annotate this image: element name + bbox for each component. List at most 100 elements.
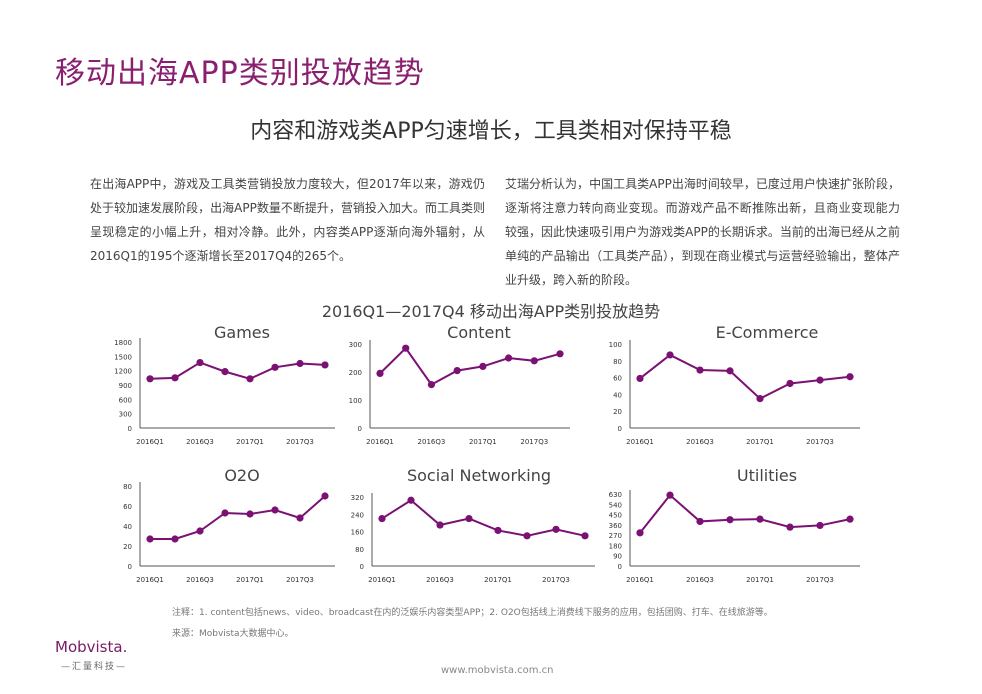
y-tick-label: 0	[128, 563, 132, 571]
data-point	[436, 521, 444, 529]
data-point	[271, 506, 279, 514]
data-point	[846, 515, 854, 523]
data-point	[556, 350, 564, 358]
data-point	[376, 369, 384, 377]
data-point	[196, 527, 204, 535]
series-line	[149, 361, 326, 380]
chart-title: Social Networking	[407, 466, 551, 485]
y-tick-label: 1200	[114, 368, 132, 376]
series-line	[639, 493, 851, 534]
y-tick-label: 160	[351, 529, 364, 537]
y-tick-label: 300	[119, 411, 132, 419]
y-tick-label: 100	[609, 341, 622, 349]
data-point	[146, 535, 154, 543]
y-tick-label: 1500	[114, 353, 132, 361]
y-tick-label: 270	[609, 532, 622, 540]
intro-paragraph-right: 艾瑞分析认为，中国工具类APP出海时间较早，已度过用户快速扩张阶段，逐渐将注意力…	[505, 177, 900, 287]
data-point	[196, 358, 204, 367]
x-tick-label: 2016Q1	[626, 576, 654, 584]
data-point	[756, 515, 764, 523]
x-tick-label: 2017Q1	[484, 576, 512, 584]
data-point	[636, 374, 644, 383]
data-point	[552, 525, 560, 533]
data-point	[146, 375, 154, 383]
website-url: www.mobvista.com.cn	[441, 665, 554, 676]
data-point	[696, 366, 704, 374]
x-tick-label: 2017Q3	[520, 438, 548, 446]
y-tick-label: 0	[360, 563, 364, 571]
y-tick-label: 450	[609, 512, 622, 520]
data-point	[726, 367, 734, 375]
chart-title: Utilities	[737, 466, 797, 485]
series-line	[379, 346, 561, 386]
data-point	[523, 532, 531, 540]
x-tick-label: 2017Q3	[806, 438, 834, 446]
data-point	[846, 373, 854, 381]
y-tick-label: 320	[351, 494, 364, 502]
mobvista-logo: Mobvista.	[55, 638, 128, 656]
x-tick-label: 2016Q1	[368, 576, 396, 584]
chart-title: O2O	[224, 466, 259, 485]
y-tick-label: 600	[119, 396, 132, 404]
x-tick-label: 2016Q1	[366, 438, 394, 446]
footnote: 注释：1. content包括news、video、broadcast在内的泛娱…	[172, 608, 773, 618]
y-tick-label: 60	[613, 375, 622, 383]
y-tick-label: 80	[613, 358, 622, 366]
y-tick-label: 0	[128, 425, 132, 433]
data-point	[296, 359, 304, 368]
data-point	[786, 379, 794, 388]
charts-title: 2016Q1—2017Q4 移动出海APP类别投放趋势	[321, 302, 661, 321]
data-point	[321, 492, 329, 500]
x-tick-label: 2016Q1	[626, 438, 654, 446]
data-point	[756, 395, 764, 403]
y-tick-label: 20	[123, 543, 132, 551]
y-tick-label: 20	[613, 408, 622, 416]
data-point	[427, 381, 436, 389]
x-tick-label: 2016Q3	[418, 438, 446, 446]
series-line	[639, 353, 851, 400]
x-tick-label: 2016Q1	[136, 438, 164, 446]
data-point	[221, 368, 229, 376]
data-point	[530, 357, 538, 365]
data-point	[786, 523, 794, 531]
chart-title: E-Commerce	[716, 323, 819, 342]
x-tick-label: 2017Q1	[746, 438, 774, 446]
x-tick-label: 2016Q3	[186, 576, 214, 584]
x-tick-label: 2017Q1	[236, 576, 264, 584]
data-point	[726, 516, 734, 524]
x-tick-label: 2017Q3	[286, 576, 314, 584]
data-point	[479, 362, 487, 370]
page-subtitle: 内容和游戏类APP匀速增长，工具类相对保持平稳	[250, 119, 732, 144]
x-tick-label: 2017Q3	[806, 576, 834, 584]
data-point	[504, 354, 513, 362]
data-point	[407, 496, 415, 504]
y-tick-label: 1800	[114, 339, 132, 347]
x-tick-label: 2016Q3	[686, 438, 714, 446]
x-tick-label: 2016Q3	[686, 576, 714, 584]
data-point	[171, 374, 179, 382]
data-point	[666, 351, 674, 359]
x-tick-label: 2016Q3	[426, 576, 454, 584]
data-point	[666, 491, 674, 499]
data-point	[494, 526, 502, 535]
data-point	[271, 363, 279, 371]
logo-subtitle: —汇量科技—	[61, 662, 128, 672]
y-tick-label: 300	[349, 341, 362, 349]
x-tick-label: 2017Q1	[746, 576, 774, 584]
data-point	[816, 521, 824, 530]
y-tick-label: 100	[349, 397, 362, 405]
data-point	[221, 509, 229, 517]
data-point	[246, 375, 254, 383]
y-tick-label: 0	[618, 425, 622, 433]
y-tick-label: 900	[119, 382, 132, 390]
data-point	[636, 529, 644, 537]
data-point	[816, 376, 824, 384]
data-point	[581, 532, 589, 540]
x-tick-label: 2016Q1	[136, 576, 164, 584]
x-tick-label: 2017Q1	[469, 438, 497, 446]
y-tick-label: 200	[349, 369, 362, 377]
data-point	[296, 514, 304, 522]
data-point	[696, 517, 704, 526]
data-point	[465, 514, 473, 523]
intro-paragraph-left: 在出海APP中，游戏及工具类营销投放力度较大，但2017年以来，游戏仍处于较加速…	[90, 177, 485, 263]
